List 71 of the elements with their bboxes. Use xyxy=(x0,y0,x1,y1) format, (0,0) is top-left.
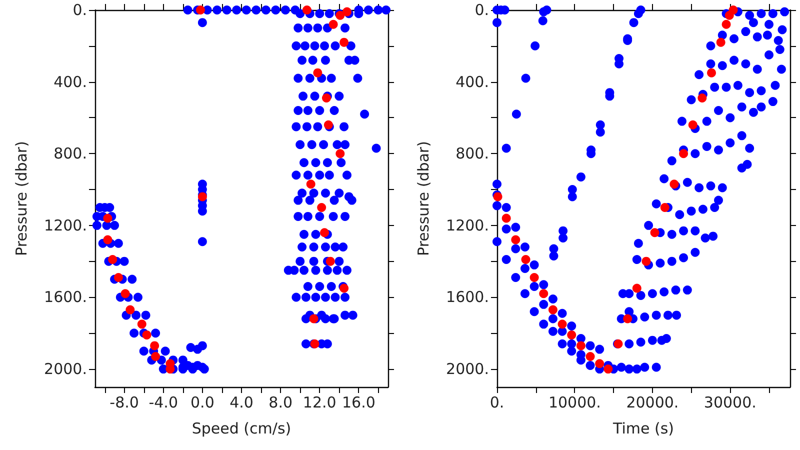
point xyxy=(326,256,335,266)
y-tick-label: 800. xyxy=(54,144,87,163)
point xyxy=(313,68,322,78)
x-tick-label: 10000. xyxy=(548,394,601,412)
y-tick-label: 1600. xyxy=(446,288,489,306)
y-tick-label: 1600. xyxy=(44,288,87,306)
point xyxy=(642,256,651,266)
x-tick-label: 4.0 xyxy=(230,394,254,412)
point xyxy=(567,330,576,340)
x-axis-title: Time (s) xyxy=(612,420,674,438)
point xyxy=(595,359,604,368)
point xyxy=(698,93,707,102)
point xyxy=(151,352,160,361)
point xyxy=(728,6,738,14)
point xyxy=(660,202,670,212)
point xyxy=(320,228,330,238)
point xyxy=(530,272,539,282)
y-tick-label: 0. xyxy=(474,1,489,19)
y-tick-label: 400. xyxy=(54,72,87,91)
point xyxy=(142,330,152,340)
point xyxy=(539,289,548,298)
point xyxy=(586,352,595,361)
point xyxy=(679,149,688,158)
point xyxy=(103,214,112,223)
y-tick-label: 1200. xyxy=(44,216,87,234)
point xyxy=(196,6,205,14)
x-tick-label: 20000. xyxy=(626,394,679,412)
point xyxy=(502,214,511,223)
y-tick-label: 2000. xyxy=(44,360,87,378)
point xyxy=(328,20,338,29)
y-tick-label: 1200. xyxy=(446,216,489,234)
x-tick-label: 0. xyxy=(490,394,504,412)
x-tick-label: -8.0 xyxy=(110,394,139,412)
point xyxy=(137,320,146,329)
point xyxy=(317,202,326,212)
x-tick-label: 0.0 xyxy=(190,394,214,412)
point xyxy=(511,235,520,244)
point xyxy=(306,180,316,189)
point xyxy=(150,341,160,350)
point xyxy=(722,20,731,29)
point xyxy=(623,314,632,324)
y-axis-title: Pressure (dbar) xyxy=(12,141,30,256)
y-tick-label: 400. xyxy=(456,72,489,91)
point xyxy=(650,228,660,238)
point xyxy=(336,149,345,158)
point xyxy=(302,6,312,14)
x-tick-label: 30000. xyxy=(704,394,756,412)
point xyxy=(114,272,123,282)
point xyxy=(126,305,135,314)
x-axis-title: Speed (cm/s) xyxy=(192,420,292,438)
x-tick-label: 16.0 xyxy=(342,394,376,412)
point xyxy=(558,320,567,329)
point xyxy=(632,284,642,293)
point xyxy=(120,289,130,298)
point xyxy=(688,120,698,130)
point xyxy=(108,255,118,264)
y-tick-label: 0. xyxy=(72,1,87,19)
y-axis-title: Pressure (dbar) xyxy=(414,141,432,256)
point xyxy=(103,235,112,244)
x-tick-label: 12.0 xyxy=(302,394,336,412)
point xyxy=(576,341,586,350)
point xyxy=(548,305,558,314)
point xyxy=(340,38,349,47)
point xyxy=(521,255,530,264)
point xyxy=(707,68,716,78)
point xyxy=(716,38,726,47)
x-tick-label: 8.0 xyxy=(268,394,292,412)
point xyxy=(604,364,613,374)
y-tick-label: 2000. xyxy=(446,360,489,378)
y-tick-label: 800. xyxy=(456,144,489,163)
x-tick-label: -4.0 xyxy=(148,394,178,412)
